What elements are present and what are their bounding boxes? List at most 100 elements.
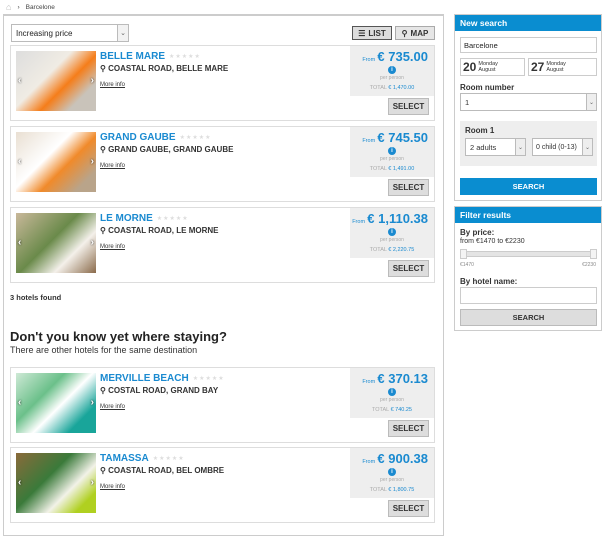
hotel-name[interactable]: BELLE MARE [100,51,165,62]
hotel-address: ⚲ COASTAL ROAD, BEL OMBRE [100,466,224,475]
sort-select[interactable]: Increasing price ⌄ [11,24,129,42]
select-button[interactable]: SELECT [388,260,429,277]
hotel-image[interactable]: ‹ › [16,132,96,192]
select-button[interactable]: SELECT [388,98,429,115]
hotel-image[interactable]: ‹ › [16,51,96,111]
price-box: From € 900.38 i per person TOTAL € 1,800… [350,448,434,498]
from-label: From [362,57,376,63]
more-info-link[interactable]: More info [100,484,126,490]
hotel-name[interactable]: MERVILLE BEACH [100,373,189,384]
hotel-name-label: By hotel name: [460,277,518,286]
price-min: €1470 [460,262,474,268]
map-pin-icon: ⚲ [401,28,408,38]
hotel-name[interactable]: TAMASSA [100,453,149,464]
search-button[interactable]: SEARCH [460,178,597,195]
hotel-image[interactable]: ‹ › [16,373,96,433]
total-value: € 1,470.00 [388,85,415,91]
checkin-month: August [478,67,496,73]
address-text: COSTAL ROAD, GRAND BAY [108,386,219,395]
new-search-panel: New search Barcelone 20 Monday August 27 Mo… [454,14,602,201]
select-button[interactable]: SELECT [388,420,429,437]
info-icon[interactable]: i [388,228,396,236]
more-info-link[interactable]: More info [100,244,126,250]
slider-max-handle[interactable] [590,249,597,259]
room-number-select[interactable]: 1 ⌄ [460,93,597,111]
destination-input[interactable]: Barcelone [460,37,597,53]
hotel-name[interactable]: LE MORNE [100,213,153,224]
map-pin-icon: ⚲ [100,64,106,73]
hotel-name-input[interactable] [460,287,597,304]
info-icon[interactable]: i [388,147,396,155]
price: € 735.00 [377,49,428,64]
next-image-icon[interactable]: › [90,237,94,248]
checkout-month: August [546,67,564,73]
checkout-day: 27 [531,60,545,74]
list-view-button[interactable]: ☰ LIST [352,26,392,40]
price: € 1,110.38 [367,211,428,226]
checkin-date[interactable]: 20 Monday August [460,58,525,76]
slider-min-handle[interactable] [460,249,467,259]
total-price: TOTAL € 740.25 [350,407,434,413]
price-label: By price: [460,228,495,237]
adults-select[interactable]: 2 adults ⌄ [465,138,526,156]
select-button[interactable]: SELECT [388,500,429,517]
price: € 900.38 [377,451,428,466]
breadcrumb-current: Barcelone [25,3,55,11]
new-search-title: New search [455,15,601,31]
info-icon[interactable]: i [388,468,396,476]
room-number-label: Room number [460,83,515,92]
info-icon[interactable]: i [388,388,396,396]
filter-search-button[interactable]: SEARCH [460,309,597,326]
map-pin-icon: ⚲ [100,386,106,395]
more-info-link[interactable]: More info [100,404,126,410]
next-image-icon[interactable]: › [90,75,94,86]
map-label: MAP [410,28,429,38]
map-pin-icon: ⚲ [100,466,106,475]
next-image-icon[interactable]: › [90,397,94,408]
address-text: COASTAL ROAD, BEL OMBRE [108,466,225,475]
total-price: TOTAL € 1,491.00 [350,166,434,172]
total-value: € 2,220.75 [388,247,415,253]
from-label: From [362,459,376,465]
hotel-image[interactable]: ‹ › [16,213,96,273]
results-count: 3 hotels found [10,293,62,302]
price-slider[interactable] [460,249,597,259]
price-range-text: from €1470 to €2230 [460,238,525,245]
more-info-link[interactable]: More info [100,82,126,88]
total-label: TOTAL [372,407,390,413]
price-box: From € 1,110.38 i per person TOTAL € 2,2… [350,208,434,258]
adults-value: 2 adults [470,142,497,152]
hotel-name[interactable]: GRAND GAUBE [100,132,176,143]
hotel-image[interactable]: ‹ › [16,453,96,513]
children-select[interactable]: 0 child (0-13) ⌄ [532,138,593,156]
prev-image-icon[interactable]: ‹ [18,75,22,86]
checkout-date[interactable]: 27 Monday August [528,58,597,76]
hotel-address: ⚲ COSTAL ROAD, GRAND BAY [100,386,218,395]
more-info-link[interactable]: More info [100,163,126,169]
prev-image-icon[interactable]: ‹ [18,156,22,167]
next-image-icon[interactable]: › [90,477,94,488]
total-label: TOTAL [369,166,387,172]
prev-image-icon[interactable]: ‹ [18,237,22,248]
map-pin-icon: ⚲ [100,226,106,235]
results-panel: Increasing price ⌄ ☰ LIST ⚲ MAP ‹ › BELLE MA… [3,14,444,536]
total-price: TOTAL € 2,220.75 [350,247,434,253]
from-label: From [362,138,376,144]
hotel-card: ‹ › LE MORNE ★★★★★ ⚲ COASTAL ROAD, LE MORN… [10,207,435,283]
hotel-address: ⚲ COASTAL ROAD, LE MORNE [100,226,218,235]
next-image-icon[interactable]: › [90,156,94,167]
select-button[interactable]: SELECT [388,179,429,196]
home-icon[interactable]: ⌂ [6,2,12,12]
price-max: €2230 [582,262,596,268]
map-view-button[interactable]: ⚲ MAP [395,26,435,40]
prev-image-icon[interactable]: ‹ [18,477,22,488]
breadcrumb: ⌂ › Barcelone [6,2,55,12]
price: € 370.13 [377,371,428,386]
total-label: TOTAL [369,487,387,493]
info-icon[interactable]: i [388,66,396,74]
hotel-card: ‹ › BELLE MARE ★★★★★ ⚲ COASTAL ROAD, BELLE… [10,45,435,121]
address-text: GRAND GAUBE, GRAND GAUBE [108,145,234,154]
list-label: LIST [368,28,386,38]
prev-image-icon[interactable]: ‹ [18,397,22,408]
per-person-label: per person [380,237,404,243]
